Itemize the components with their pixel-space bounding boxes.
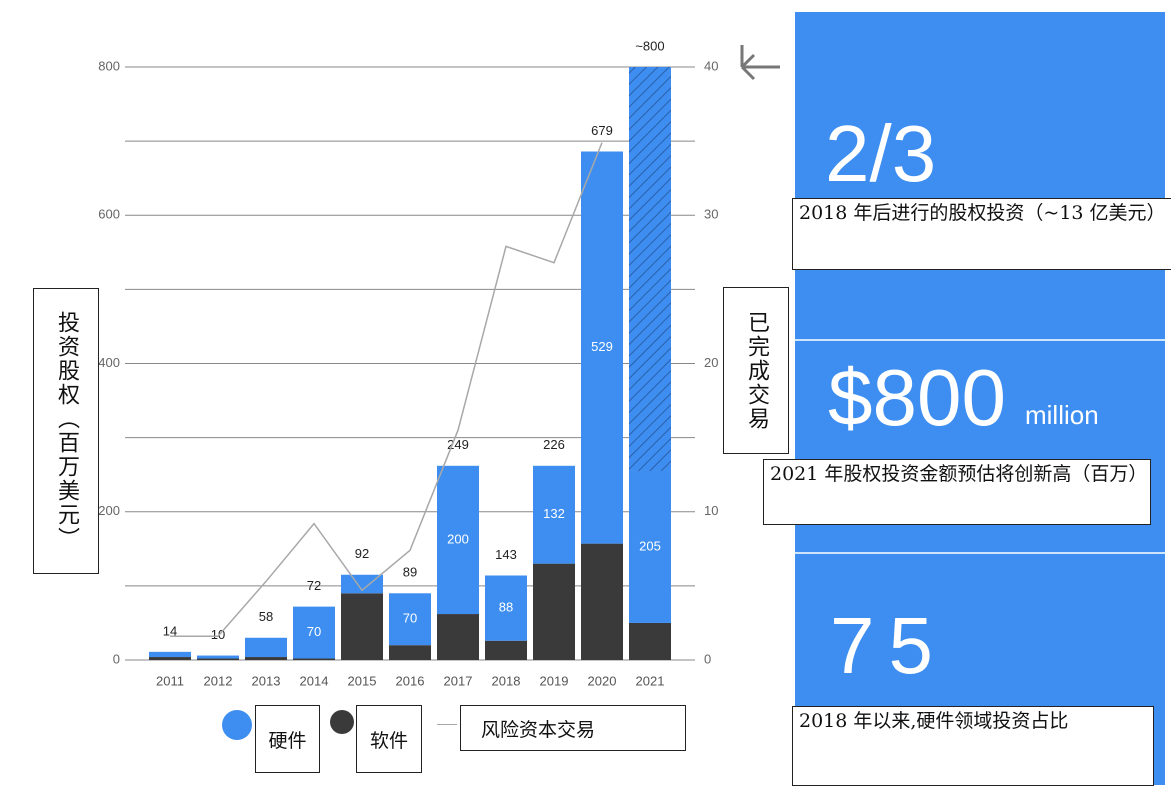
- line: [170, 142, 603, 638]
- y-tick-label: 200: [98, 503, 120, 518]
- total-label: ~800: [635, 38, 664, 53]
- total-label: 14: [163, 623, 177, 638]
- y-axis-label: 投资股权（百万美元）: [33, 288, 99, 574]
- x-tick-label: 2016: [396, 673, 425, 688]
- bar-segment: [629, 622, 671, 660]
- stat-note: 2018 年以来,硬件领域投资占比: [792, 706, 1154, 786]
- bar-segment: [245, 637, 287, 658]
- value-label: 88: [499, 600, 513, 615]
- y-tick-label: 0: [113, 651, 120, 666]
- y2-tick-label: 30: [704, 207, 718, 222]
- value-label: 132: [543, 506, 565, 521]
- total-label: 10: [211, 627, 225, 642]
- total-label: 249: [447, 437, 469, 452]
- y2-axis-label: 已完成交易: [723, 287, 789, 454]
- y2-tick-label: 0: [704, 651, 711, 666]
- x-tick-label: 2015: [348, 673, 377, 688]
- legend-label: 风险资本交易: [460, 705, 686, 751]
- bar-segment: [389, 593, 431, 646]
- bar-segment: [293, 658, 335, 660]
- bar-segment: [149, 657, 191, 660]
- bar-segment: [581, 151, 623, 544]
- bar-segment: [341, 593, 383, 660]
- bar-segment: [149, 651, 191, 658]
- bar-segment: [437, 465, 479, 615]
- legend-label: 软件: [356, 705, 422, 773]
- bar-segment: [629, 470, 671, 623]
- stat-note: 2021 年股权投资金额预估将创新高（百万）: [763, 459, 1151, 525]
- bar-segment: [581, 543, 623, 660]
- x-tick-label: 2019: [540, 673, 569, 688]
- bar-segment: [485, 640, 527, 660]
- x-tick-label: 2021: [636, 673, 665, 688]
- total-label: 679: [591, 123, 613, 138]
- legend-label: 硬件: [255, 705, 320, 773]
- bar-segment: [389, 645, 431, 660]
- x-tick-label: 2020: [588, 673, 617, 688]
- legend-swatch: [437, 724, 457, 725]
- y-tick-label: 600: [98, 207, 120, 222]
- y-tick-label: 400: [98, 355, 120, 370]
- total-label: 226: [543, 437, 565, 452]
- bar-segment: [437, 614, 479, 660]
- y2-tick-label: 10: [704, 503, 718, 518]
- stats-panel: [795, 12, 1165, 785]
- value-label: 70: [307, 624, 321, 639]
- x-tick-label: 2018: [492, 673, 521, 688]
- stat-value: $800: [828, 353, 1006, 442]
- bar-segment: [533, 465, 575, 564]
- x-tick-label: 2012: [204, 673, 233, 688]
- y2-tick-label: 20: [704, 355, 718, 370]
- bar-segment: [341, 574, 383, 594]
- bar-segment: [293, 606, 335, 659]
- bar-segment: [629, 67, 671, 471]
- value-label: 70: [403, 611, 417, 626]
- x-tick-label: 2017: [444, 673, 473, 688]
- value-label: 529: [591, 339, 613, 354]
- value-label: 200: [447, 531, 469, 546]
- bar-segment: [197, 658, 239, 660]
- total-label: 58: [259, 609, 273, 624]
- x-tick-label: 2013: [252, 673, 281, 688]
- total-label: 143: [495, 547, 517, 562]
- total-label: 72: [307, 578, 321, 593]
- legend-swatch: [222, 710, 252, 740]
- y2-tick-label: 40: [704, 58, 718, 73]
- x-tick-label: 2011: [156, 673, 184, 688]
- bar-segment: [245, 657, 287, 660]
- stat-value: 75: [830, 601, 947, 678]
- stat-value: 2/3: [825, 109, 937, 198]
- value-label: 205: [639, 538, 661, 553]
- y-tick-label: 800: [98, 58, 120, 73]
- total-label: 89: [403, 565, 417, 580]
- bar-segment: [485, 575, 527, 641]
- bar-segment: [197, 655, 239, 659]
- stat-unit: million: [1025, 400, 1099, 430]
- bar-segment: [533, 563, 575, 660]
- x-tick-label: 2014: [300, 673, 329, 688]
- total-label: 92: [355, 546, 369, 561]
- legend-swatch: [330, 710, 354, 734]
- stat-note: 2018 年后进行的股权投资（~13 亿美元）: [792, 198, 1171, 270]
- return-arrow: [740, 45, 780, 81]
